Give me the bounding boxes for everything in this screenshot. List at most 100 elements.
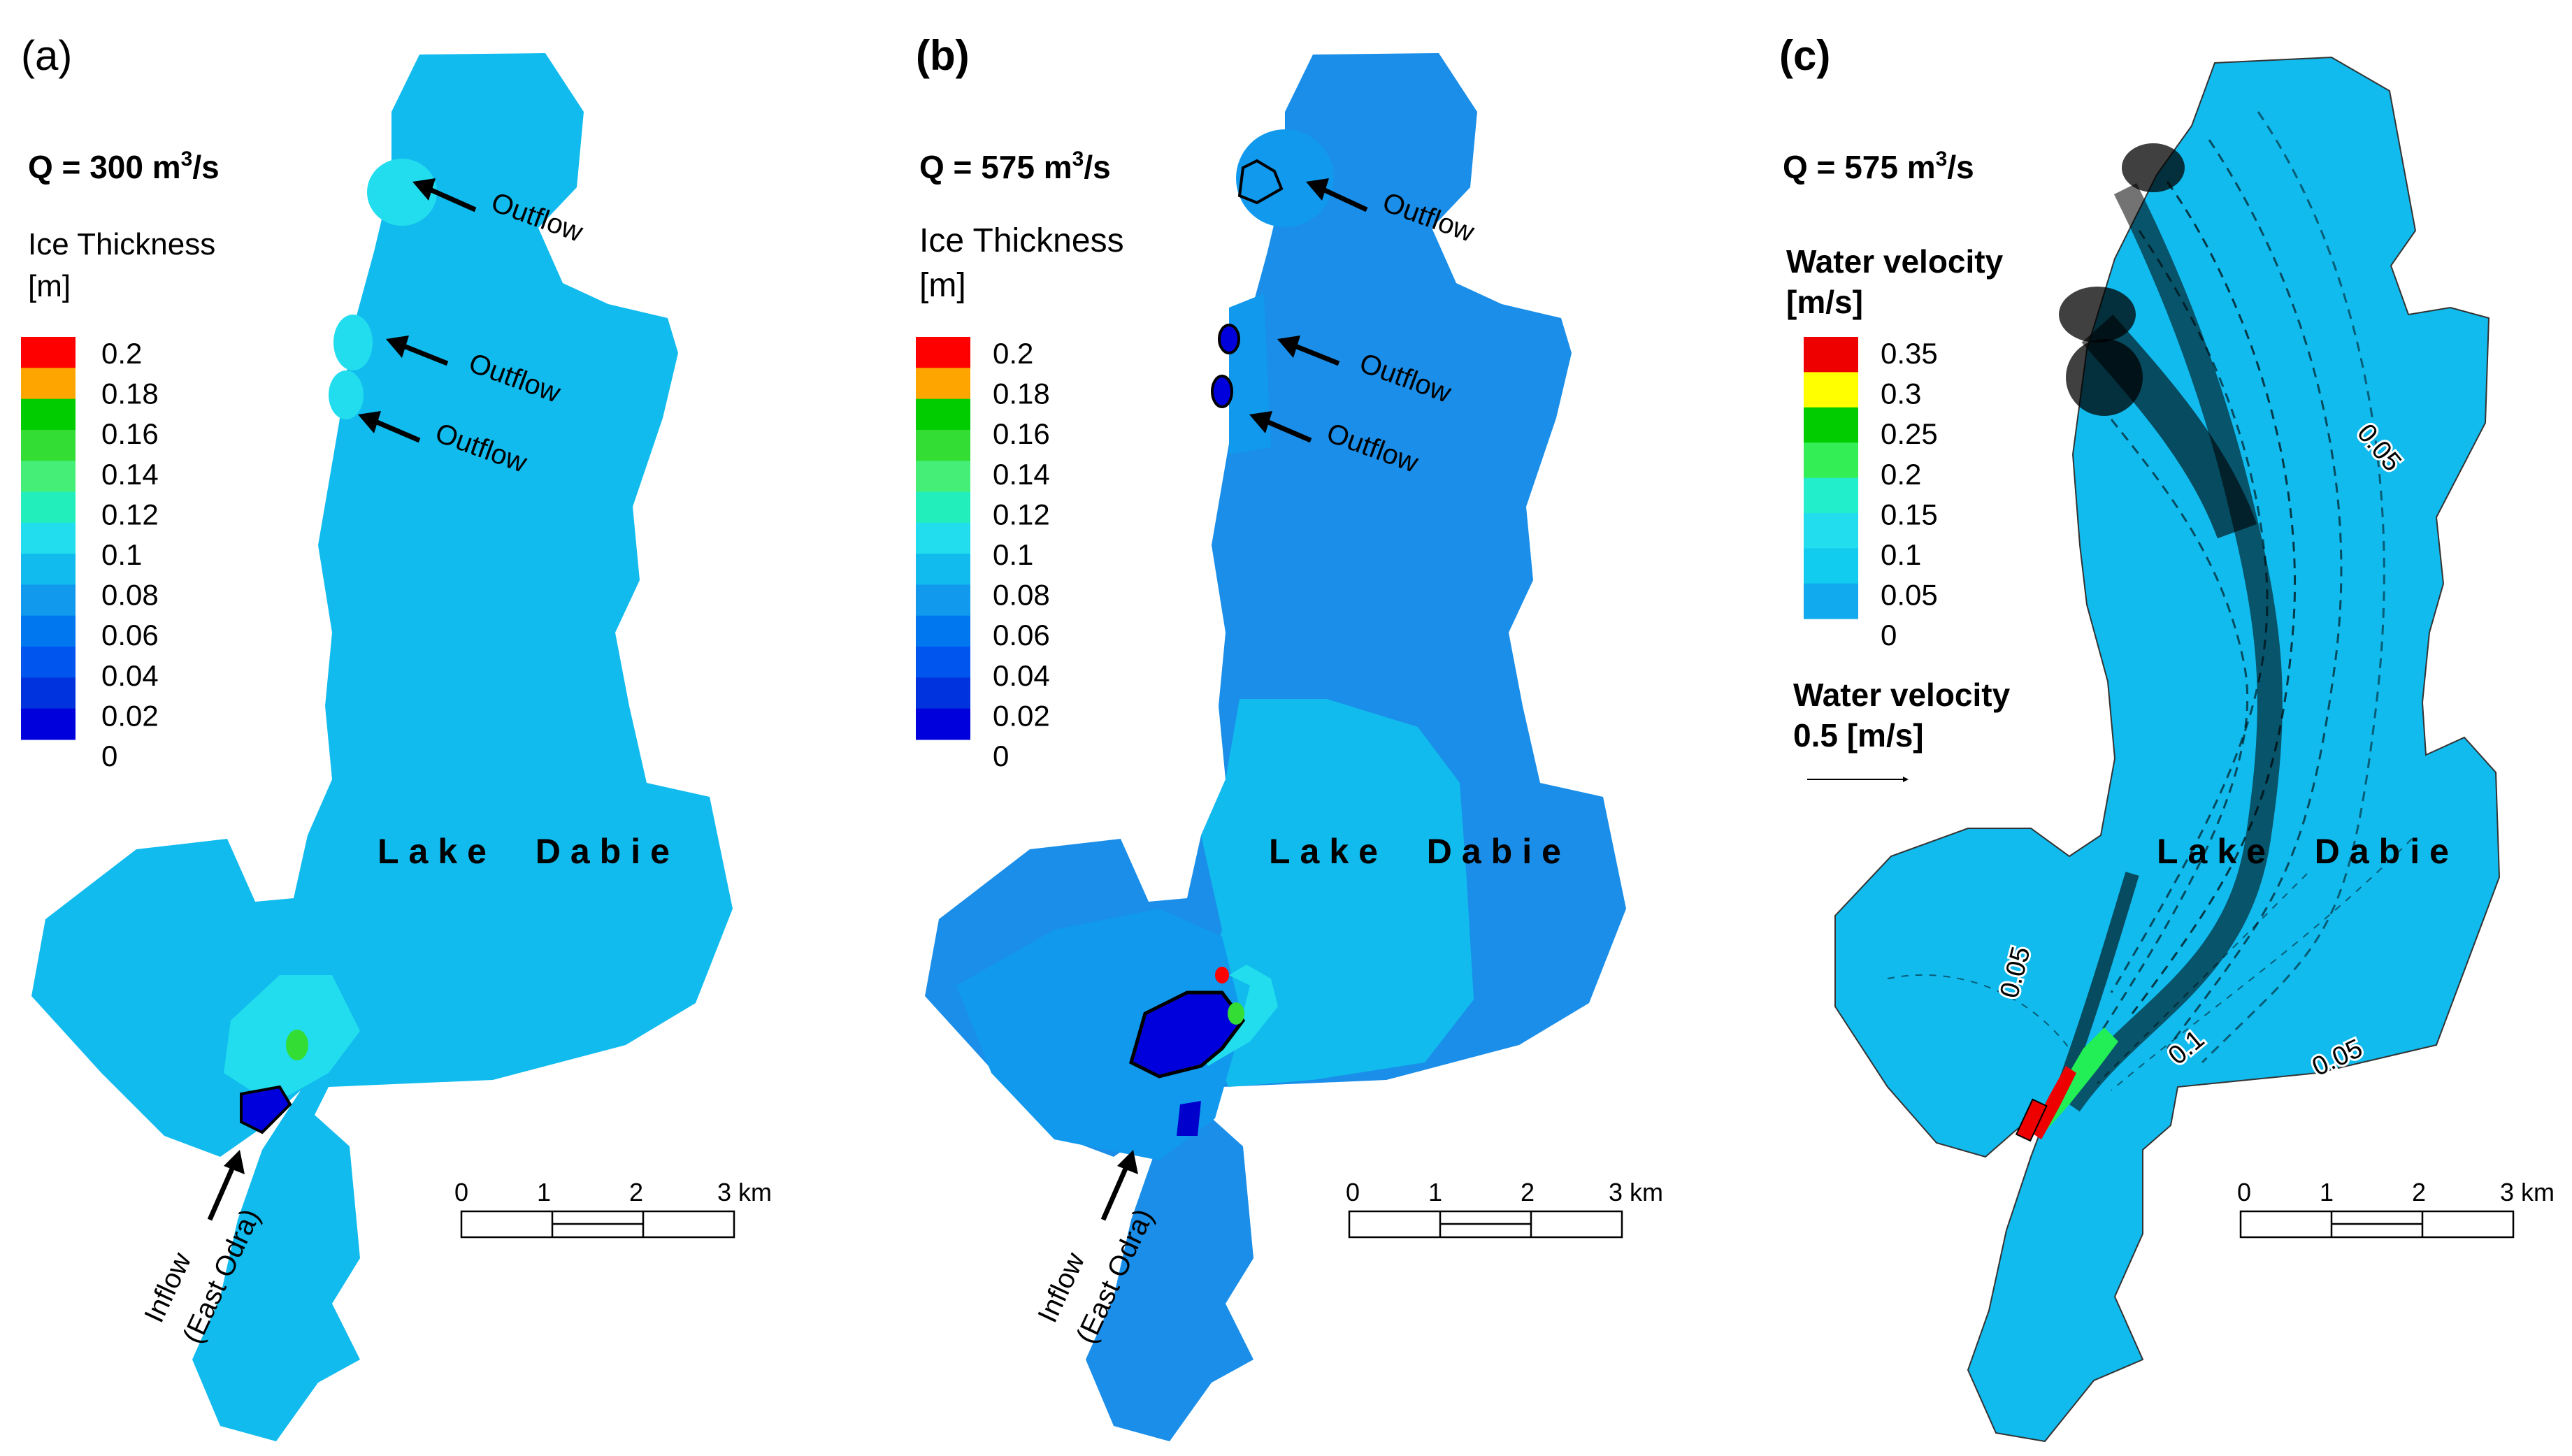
velocity-hotspot [2015, 1098, 2048, 1142]
legend-label: 0.18 [993, 377, 1050, 410]
ice-patch [367, 159, 437, 226]
panel-a: (a) Q = 300 m3/s Ice Thickness [m] 0.20.… [21, 32, 772, 1441]
flow-streak [2201, 111, 2385, 1064]
legend-label: 0.06 [101, 619, 159, 651]
reference-vector-title: Water velocity [1793, 677, 2011, 713]
legend-swatches [21, 337, 76, 740]
legend-label: 0 [101, 740, 117, 772]
flow-streak [2122, 143, 2185, 192]
ice-patch [1177, 1101, 1201, 1136]
scale-bar-label: 0 [2237, 1178, 2251, 1206]
legend-label: 0.25 [1881, 417, 1938, 450]
legend-swatch [21, 461, 76, 493]
legend-swatch [1804, 407, 1858, 443]
ice-patch [1218, 324, 1240, 354]
ice-patches [224, 159, 437, 1134]
inflow-hotspot [2015, 1028, 2118, 1142]
arrow-shaft [1317, 185, 1368, 212]
arrow-shaft [1100, 1162, 1130, 1221]
legend-label: 0.04 [993, 659, 1050, 692]
scale-bar-label: 2 [629, 1178, 643, 1206]
panel-letter: (a) [21, 32, 72, 79]
scale-bar-label: 0 [454, 1178, 468, 1206]
flow-streak [2110, 230, 2269, 993]
scale-bar: 0 1 2 3 km [454, 1178, 772, 1239]
legend-swatch [916, 398, 970, 431]
legend-swatch [21, 647, 76, 678]
lake-label: Lake Dabie [2157, 832, 2459, 871]
arrowhead [412, 178, 436, 201]
legend-swatch [916, 491, 970, 524]
legend-label: 0.35 [1881, 337, 1938, 370]
scale-bar-label: 3 km [717, 1178, 772, 1206]
legend-swatch [916, 337, 970, 368]
lake-dabie-outline [1834, 56, 2501, 1443]
legend-swatches [916, 337, 970, 740]
arrowhead [386, 336, 409, 358]
legend-label: 0 [993, 740, 1009, 772]
legend-label: 0.08 [101, 579, 159, 612]
arrowhead [224, 1150, 245, 1174]
legend-swatch [21, 615, 76, 647]
legend-swatch [1804, 513, 1858, 549]
legend-label: 0.04 [101, 659, 159, 692]
discharge-label: Q = 575 m3/s [1783, 147, 1974, 185]
legend-swatch [21, 677, 76, 709]
flow-streak [2111, 838, 2413, 1091]
legend-swatch [916, 584, 970, 617]
legend-swatch [916, 461, 970, 493]
legend-swatch [21, 584, 76, 617]
legend-label: 0.2 [1881, 458, 1921, 491]
scale-bar: 0 1 2 3 km [2237, 1178, 2555, 1239]
ice-patch [1228, 1002, 1244, 1025]
legend-label: 0.2 [993, 337, 1033, 370]
legend-label: 0.14 [993, 458, 1050, 491]
discharge-label: Q = 300 m3/s [28, 147, 220, 185]
flow-streak [2055, 872, 2139, 1093]
legend-swatch [916, 647, 970, 678]
legend-swatch [21, 554, 76, 585]
legend-title-line-1: Water velocity [1786, 243, 2004, 280]
arrowhead [1117, 1150, 1138, 1174]
panel-letter: (c) [1779, 32, 1830, 79]
legend-title-line-1: Ice Thickness [919, 222, 1124, 259]
arrow-shaft [424, 185, 477, 212]
legend-swatch [916, 677, 970, 709]
velocity-vector-field [1887, 111, 2413, 1112]
legend-label: 0 [1881, 619, 1897, 651]
flow-streak [2059, 287, 2136, 343]
legend-label: 0.2 [101, 337, 142, 370]
flow-streak [2089, 419, 2249, 1049]
scale-bar-label: 3 km [2500, 1178, 2555, 1206]
legend-swatch [1804, 442, 1858, 479]
ice-patch [1129, 990, 1246, 1079]
ice-patch [1215, 967, 1229, 983]
legend-swatch [916, 708, 970, 740]
legend-label: 0.1 [993, 538, 1033, 571]
ice-patch [1237, 159, 1284, 205]
legend-label: 0.12 [101, 498, 159, 531]
discharge-label: Q = 575 m3/s [919, 147, 1111, 185]
flow-streak [2066, 339, 2143, 416]
panel-b: (b) Q = 575 m3/s Ice Thickness [m] 0.20.… [916, 32, 1663, 1441]
legend-title-line-2: [m/s] [1786, 284, 1863, 320]
flow-streak [2166, 139, 2343, 1049]
scale-bar-label: 2 [2412, 1178, 2426, 1206]
scale-bar-label: 1 [537, 1178, 551, 1206]
legend-swatch [916, 554, 970, 585]
scale-bar-label: 1 [1428, 1178, 1442, 1206]
legend-swatch [916, 522, 970, 554]
legend-swatch [916, 429, 970, 461]
legend-swatch [21, 398, 76, 431]
legend-swatch [21, 708, 76, 740]
legend-labels: 0.2 0.18 0.16 0.14 0.12 0.1 0.08 0.06 0.04 0.02 0 [993, 337, 1050, 772]
reference-vector-head [1903, 777, 1909, 782]
panel-c: (c) Q = 575 m3/s Water velocity [m/s] 0.… [1779, 32, 2555, 1443]
arrow-shaft [369, 417, 421, 443]
legend-label: 0.05 [1881, 579, 1938, 612]
legend-title-line-2: [m] [919, 267, 966, 304]
legend-swatch [21, 522, 76, 554]
legend-swatch [21, 491, 76, 524]
arrowhead [1306, 178, 1329, 201]
